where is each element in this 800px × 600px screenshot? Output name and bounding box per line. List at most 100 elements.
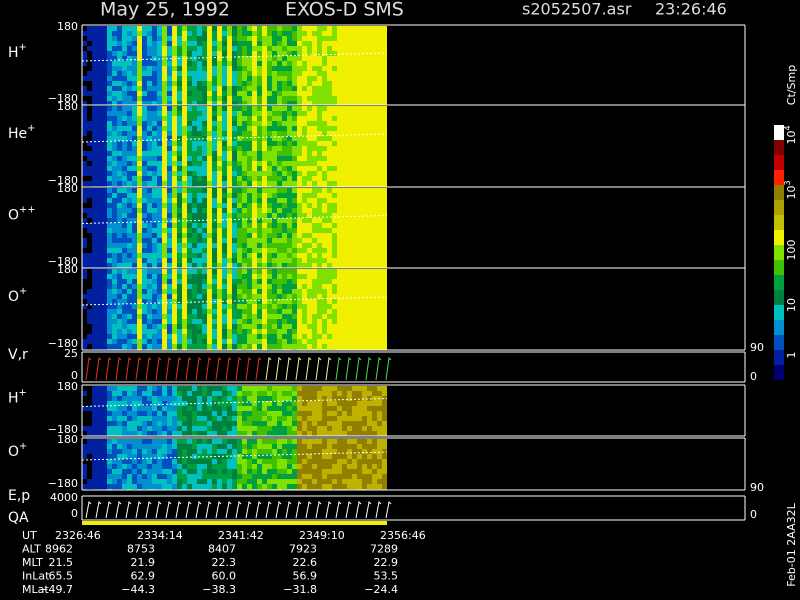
cell: [92, 238, 97, 243]
cell: [312, 269, 317, 274]
cell: [87, 314, 92, 319]
cell: [292, 81, 297, 86]
cell: [262, 258, 267, 263]
cell: [167, 203, 172, 208]
cell: [272, 166, 277, 171]
cell: [382, 161, 387, 166]
cell: [277, 96, 282, 101]
cell: [352, 401, 357, 406]
cell: [347, 223, 352, 228]
cell: [172, 339, 177, 344]
cell: [302, 121, 307, 126]
cell: [177, 396, 182, 401]
cell: [362, 36, 367, 41]
cell: [372, 46, 377, 51]
cell: [217, 223, 222, 228]
cell: [97, 396, 102, 401]
cell: [217, 31, 222, 36]
cell: [252, 228, 257, 233]
cell: [302, 151, 307, 156]
cell: [282, 213, 287, 218]
cell: [127, 101, 132, 105]
cell: [267, 304, 272, 309]
cell: [362, 248, 367, 253]
cell: [152, 269, 157, 274]
cell: [222, 218, 227, 223]
cell: [292, 334, 297, 339]
cell: [102, 91, 107, 96]
cell: [222, 193, 227, 198]
cell: [102, 449, 107, 454]
cell: [312, 71, 317, 76]
cell: [332, 411, 337, 416]
cell: [112, 126, 117, 131]
cell: [277, 181, 282, 186]
cell: [347, 198, 352, 203]
cell: [137, 36, 142, 41]
cell: [117, 386, 122, 391]
cell: [117, 396, 122, 401]
cell: [267, 56, 272, 61]
cell: [157, 86, 162, 91]
cell: [337, 218, 342, 223]
cell: [267, 198, 272, 203]
cell: [202, 56, 207, 61]
cell: [212, 61, 217, 66]
cell: [132, 314, 137, 319]
cell: [112, 274, 117, 279]
cell: [102, 454, 107, 459]
cell: [282, 274, 287, 279]
cell: [172, 76, 177, 81]
cell: [162, 116, 167, 121]
cell: [107, 51, 112, 56]
cell: [242, 329, 247, 334]
cell: [352, 121, 357, 126]
cell: [167, 66, 172, 71]
cell: [142, 464, 147, 469]
cell: [382, 396, 387, 401]
cell: [192, 304, 197, 309]
cell: [102, 106, 107, 111]
cell: [97, 459, 102, 464]
cell: [262, 314, 267, 319]
cell: [87, 484, 92, 489]
cell: [217, 51, 222, 56]
cell: [367, 71, 372, 76]
cell: [132, 334, 137, 339]
cell: [207, 431, 212, 436]
cell: [282, 71, 287, 76]
cell: [152, 41, 157, 46]
cell: [92, 141, 97, 146]
cell: [302, 56, 307, 61]
cell: [242, 304, 247, 309]
cell: [197, 263, 202, 268]
cell: [152, 426, 157, 431]
cell: [347, 56, 352, 61]
cell: [117, 181, 122, 186]
cell: [237, 218, 242, 223]
cell: [127, 248, 132, 253]
cell: [172, 324, 177, 329]
cell: [202, 188, 207, 193]
cell: [232, 31, 237, 36]
cell: [322, 131, 327, 136]
cell: [372, 309, 377, 314]
cell: [222, 136, 227, 141]
cell: [252, 253, 257, 258]
cell: [227, 339, 232, 344]
cell: [382, 319, 387, 324]
cell: [147, 289, 152, 294]
cell: [322, 386, 327, 391]
cell: [382, 198, 387, 203]
cell: [172, 314, 177, 319]
cell: [362, 166, 367, 171]
cell: [342, 339, 347, 344]
cell: [332, 116, 337, 121]
cell: [312, 203, 317, 208]
cell: [182, 66, 187, 71]
cell: [92, 151, 97, 156]
cell: [107, 253, 112, 258]
cell: [267, 61, 272, 66]
cell: [207, 243, 212, 248]
cell: [122, 223, 127, 228]
